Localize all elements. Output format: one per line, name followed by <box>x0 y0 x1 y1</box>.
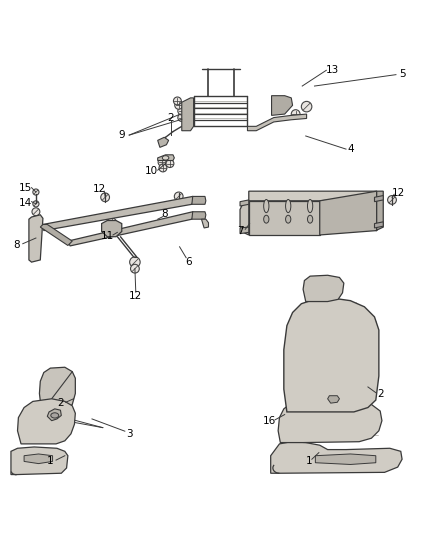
Text: 1: 1 <box>305 456 312 466</box>
Text: 8: 8 <box>161 209 168 219</box>
Text: 11: 11 <box>101 231 114 241</box>
Text: 2: 2 <box>167 112 174 123</box>
Circle shape <box>32 208 40 216</box>
Polygon shape <box>315 454 376 464</box>
Text: 6: 6 <box>185 257 192 267</box>
Polygon shape <box>303 275 344 302</box>
Polygon shape <box>43 197 194 231</box>
Polygon shape <box>158 138 169 147</box>
Circle shape <box>107 224 117 234</box>
Text: 14: 14 <box>19 198 32 208</box>
Polygon shape <box>47 409 61 421</box>
Circle shape <box>166 159 174 167</box>
Circle shape <box>158 158 166 166</box>
Polygon shape <box>376 191 383 231</box>
Circle shape <box>159 164 167 172</box>
Text: 7: 7 <box>237 225 244 236</box>
Circle shape <box>178 114 186 122</box>
Polygon shape <box>247 114 307 131</box>
Text: 10: 10 <box>145 166 158 176</box>
Text: 16: 16 <box>263 416 276 426</box>
Polygon shape <box>201 219 208 228</box>
Polygon shape <box>192 197 206 204</box>
Ellipse shape <box>51 413 59 418</box>
Polygon shape <box>240 200 249 206</box>
Polygon shape <box>328 395 339 403</box>
Circle shape <box>33 189 39 195</box>
Polygon shape <box>182 98 194 131</box>
Circle shape <box>175 101 183 109</box>
Polygon shape <box>374 222 383 228</box>
Polygon shape <box>29 215 43 262</box>
Polygon shape <box>284 298 379 412</box>
Polygon shape <box>68 212 194 246</box>
Text: 2: 2 <box>57 398 64 408</box>
Circle shape <box>291 110 300 118</box>
Polygon shape <box>249 191 377 201</box>
Text: 15: 15 <box>19 183 32 192</box>
Circle shape <box>101 193 110 201</box>
Polygon shape <box>278 399 382 442</box>
Circle shape <box>130 257 140 268</box>
Circle shape <box>178 107 186 115</box>
Polygon shape <box>11 447 68 474</box>
Polygon shape <box>240 227 249 233</box>
Ellipse shape <box>286 215 291 223</box>
Ellipse shape <box>264 199 269 213</box>
Ellipse shape <box>264 215 269 223</box>
Polygon shape <box>24 454 53 464</box>
Text: 12: 12 <box>93 183 106 193</box>
Polygon shape <box>192 212 206 219</box>
Text: 9: 9 <box>118 130 125 140</box>
Polygon shape <box>18 399 75 444</box>
Polygon shape <box>240 201 249 235</box>
Text: 13: 13 <box>326 65 339 75</box>
Text: 4: 4 <box>347 144 354 154</box>
Polygon shape <box>39 367 75 412</box>
Ellipse shape <box>307 215 313 223</box>
Text: 5: 5 <box>399 69 406 79</box>
Polygon shape <box>249 201 320 235</box>
Circle shape <box>33 201 39 207</box>
Polygon shape <box>102 221 122 237</box>
Polygon shape <box>158 155 174 160</box>
Ellipse shape <box>307 199 313 213</box>
Polygon shape <box>271 442 402 473</box>
Polygon shape <box>320 191 377 235</box>
Circle shape <box>107 218 117 228</box>
Ellipse shape <box>162 156 169 160</box>
Text: 2: 2 <box>378 389 385 399</box>
Circle shape <box>173 97 181 105</box>
Text: 12: 12 <box>392 188 405 198</box>
Text: 8: 8 <box>13 240 20 251</box>
Text: 1: 1 <box>47 456 54 466</box>
Circle shape <box>174 192 183 201</box>
Polygon shape <box>40 224 72 246</box>
Circle shape <box>301 101 312 112</box>
Polygon shape <box>374 196 383 201</box>
Circle shape <box>388 196 396 204</box>
Text: 12: 12 <box>129 291 142 301</box>
Circle shape <box>131 264 139 273</box>
Polygon shape <box>272 96 293 115</box>
Text: 3: 3 <box>126 429 133 439</box>
Ellipse shape <box>286 199 291 213</box>
